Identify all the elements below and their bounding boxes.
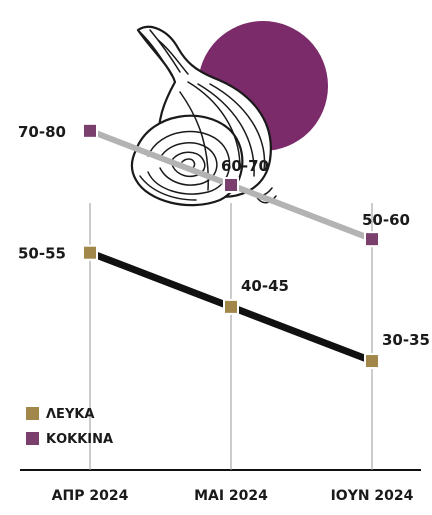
vertical-guides — [89, 203, 373, 470]
value-label-s1-p1: 70-80 — [18, 123, 66, 141]
value-label-s2-p2: 40-45 — [241, 277, 289, 295]
marker-s2-p1 — [82, 244, 98, 261]
x-tick-label-3: ΙΟΥΝ 2024 — [331, 488, 414, 504]
value-label-s1-p2: 60-70 — [221, 157, 269, 175]
marker-s1-p1 — [82, 122, 98, 139]
marker-s2-p2 — [223, 298, 239, 315]
onion-icon — [130, 21, 328, 207]
legend-label-2: ΚΟΚΚΙΝΑ — [46, 432, 113, 447]
value-label-s2-p3: 30-35 — [382, 331, 430, 349]
data-markers — [82, 122, 380, 370]
marker-s1-p3 — [364, 231, 380, 248]
legend-swatch-1 — [26, 407, 39, 420]
marker-s1-p2 — [223, 177, 239, 193]
legend-label-1: ΛΕΥΚΑ — [46, 407, 95, 422]
marker-s2-p3 — [364, 353, 380, 370]
legend: ΛΕΥΚΑ ΚΟΚΚΙΝΑ — [26, 407, 113, 447]
x-tick-label-1: ΑΠΡ 2024 — [52, 488, 129, 504]
x-tick-labels: ΑΠΡ 2024 ΜΑΙ 2024 ΙΟΥΝ 2024 — [52, 488, 414, 504]
value-labels: 70-80 60-70 50-60 50-55 40-45 30-35 — [18, 123, 430, 349]
legend-swatch-2 — [26, 432, 39, 445]
value-label-s1-p3: 50-60 — [362, 211, 410, 229]
x-tick-label-2: ΜΑΙ 2024 — [194, 488, 268, 504]
value-label-s2-p1: 50-55 — [18, 245, 66, 263]
